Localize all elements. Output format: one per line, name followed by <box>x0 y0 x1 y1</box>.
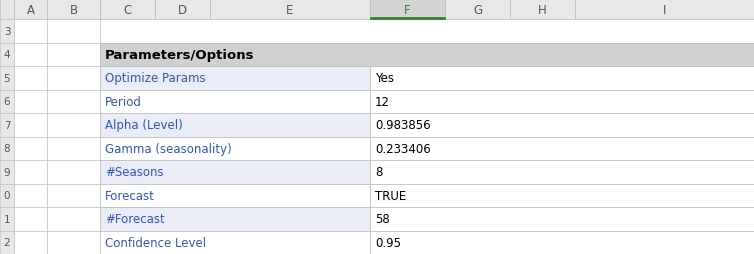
Bar <box>14 184 47 207</box>
Bar <box>575 0 754 20</box>
Bar <box>370 114 754 137</box>
Text: 58: 58 <box>375 212 390 225</box>
Bar <box>14 231 47 254</box>
Text: I: I <box>663 4 667 17</box>
Text: 8: 8 <box>375 166 382 179</box>
Text: TRUE: TRUE <box>375 189 406 202</box>
Text: 2: 2 <box>4 237 11 247</box>
Text: H: H <box>538 4 547 17</box>
Bar <box>0 67 14 90</box>
Bar <box>370 184 754 207</box>
Bar <box>370 160 754 184</box>
Text: Optimize Params: Optimize Params <box>105 72 206 85</box>
Bar <box>100 114 370 137</box>
Text: C: C <box>124 4 132 17</box>
Bar <box>14 0 47 20</box>
Bar <box>370 231 754 254</box>
Text: Confidence Level: Confidence Level <box>105 236 206 249</box>
Text: Gamma (seasonality): Gamma (seasonality) <box>105 142 231 155</box>
Bar <box>100 90 370 114</box>
Bar <box>370 207 754 231</box>
Text: Parameters/Options: Parameters/Options <box>105 49 255 61</box>
Text: Yes: Yes <box>375 72 394 85</box>
Bar <box>0 184 14 207</box>
Text: 0.95: 0.95 <box>375 236 401 249</box>
Bar <box>0 90 14 114</box>
Text: 6: 6 <box>4 97 11 107</box>
Text: 0: 0 <box>4 190 11 200</box>
Text: G: G <box>473 4 482 17</box>
Bar <box>0 20 14 43</box>
Text: #Seasons: #Seasons <box>105 166 164 179</box>
Bar <box>47 231 100 254</box>
Text: Alpha (Level): Alpha (Level) <box>105 119 182 132</box>
Bar <box>370 67 754 90</box>
Bar <box>47 137 100 160</box>
Bar <box>0 207 14 231</box>
Bar <box>47 20 100 43</box>
Text: 5: 5 <box>4 73 11 83</box>
Bar <box>14 114 47 137</box>
Text: 9: 9 <box>4 167 11 177</box>
Bar <box>0 160 14 184</box>
Text: 1: 1 <box>4 214 11 224</box>
Bar <box>47 160 100 184</box>
Text: 8: 8 <box>4 144 11 154</box>
Text: 4: 4 <box>4 50 11 60</box>
Bar <box>47 0 100 20</box>
Text: 12: 12 <box>375 95 390 108</box>
Text: Forecast: Forecast <box>105 189 155 202</box>
Bar <box>47 90 100 114</box>
Text: 3: 3 <box>4 27 11 37</box>
Bar <box>47 43 100 67</box>
Bar <box>14 67 47 90</box>
Text: E: E <box>287 4 294 17</box>
Bar <box>0 114 14 137</box>
Bar <box>100 160 370 184</box>
Bar <box>0 0 14 20</box>
Text: #Forecast: #Forecast <box>105 212 165 225</box>
Bar <box>445 0 510 20</box>
Bar <box>14 43 47 67</box>
Text: 0.233406: 0.233406 <box>375 142 431 155</box>
Bar <box>14 207 47 231</box>
Bar <box>370 0 445 20</box>
Text: 0.983856: 0.983856 <box>375 119 431 132</box>
Bar <box>100 0 155 20</box>
Bar <box>47 67 100 90</box>
Bar <box>155 0 210 20</box>
Bar <box>210 0 370 20</box>
Bar <box>100 20 754 43</box>
Bar <box>47 207 100 231</box>
Bar <box>100 231 370 254</box>
Text: Period: Period <box>105 95 142 108</box>
Bar <box>100 207 370 231</box>
Bar <box>14 137 47 160</box>
Bar <box>0 137 14 160</box>
Bar <box>0 43 14 67</box>
Bar <box>510 0 575 20</box>
Bar <box>100 67 370 90</box>
Text: D: D <box>178 4 187 17</box>
Text: A: A <box>26 4 35 17</box>
Bar <box>100 137 370 160</box>
Bar <box>14 20 47 43</box>
Bar <box>47 184 100 207</box>
Bar <box>100 184 370 207</box>
Text: 7: 7 <box>4 120 11 130</box>
Bar <box>0 231 14 254</box>
Bar <box>100 43 754 67</box>
Bar <box>47 114 100 137</box>
Text: B: B <box>69 4 78 17</box>
Bar <box>370 90 754 114</box>
Text: F: F <box>404 4 411 17</box>
Bar <box>14 90 47 114</box>
Bar <box>370 137 754 160</box>
Bar <box>14 160 47 184</box>
